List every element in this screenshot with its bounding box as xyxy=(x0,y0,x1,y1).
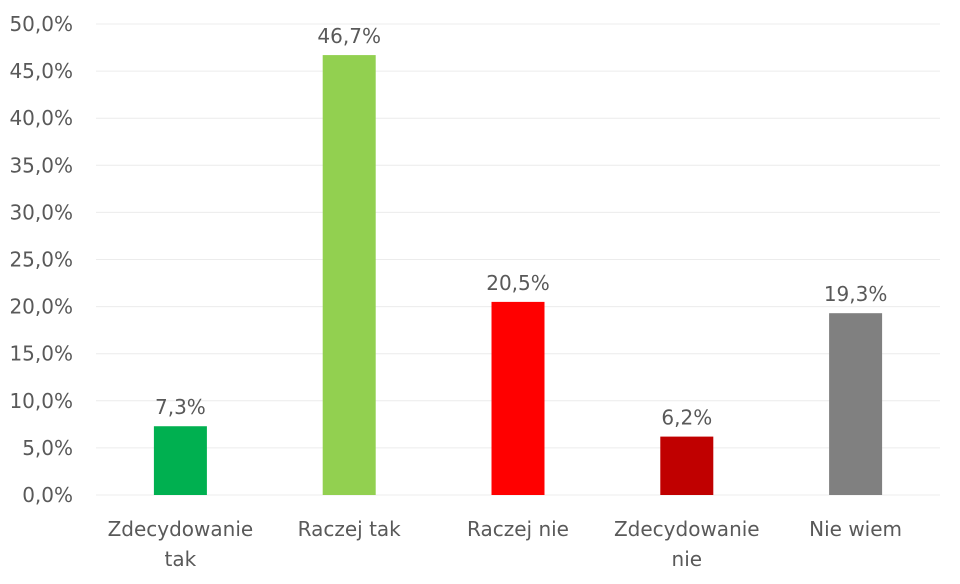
data-label: 6,2% xyxy=(661,406,712,430)
bar xyxy=(491,301,545,495)
bar xyxy=(660,436,714,495)
x-tick-label: Nie wiem xyxy=(809,517,902,541)
bar xyxy=(153,426,207,495)
y-tick-label: 45,0% xyxy=(9,59,73,83)
x-tick-label: Zdecydowanie nie xyxy=(614,517,760,571)
y-tick-label: 50,0% xyxy=(9,12,73,36)
y-tick-label: 35,0% xyxy=(9,153,73,177)
x-tick-label: Zdecydowanie tak xyxy=(108,517,254,571)
bar xyxy=(829,313,883,495)
y-tick-label: 40,0% xyxy=(9,106,73,130)
data-label: 7,3% xyxy=(155,395,206,419)
data-label: 20,5% xyxy=(486,271,550,295)
y-tick-label: 25,0% xyxy=(9,248,73,272)
y-tick-label: 20,0% xyxy=(9,295,73,319)
data-label: 19,3% xyxy=(824,282,888,306)
bar xyxy=(322,55,376,495)
y-tick-label: 30,0% xyxy=(9,200,73,224)
y-axis: 0,0% 5,0% 10,0% 15,0% 20,0% 25,0% 30,0% 35,0% 40… xyxy=(9,12,73,507)
x-tick-label: Raczej nie xyxy=(467,517,569,541)
data-label: 46,7% xyxy=(317,24,381,48)
y-tick-label: 10,0% xyxy=(9,389,73,413)
bars xyxy=(153,55,883,495)
data-labels: 7,3% 46,7% 20,5% 6,2% 19,3% xyxy=(155,24,887,430)
y-tick-label: 0,0% xyxy=(22,483,73,507)
y-tick-label: 5,0% xyxy=(22,436,73,460)
x-axis: Zdecydowanie tak Raczej tak Raczej nie Zdecy… xyxy=(108,517,902,571)
x-tick-label: Raczej tak xyxy=(298,517,402,541)
y-tick-label: 15,0% xyxy=(9,342,73,366)
